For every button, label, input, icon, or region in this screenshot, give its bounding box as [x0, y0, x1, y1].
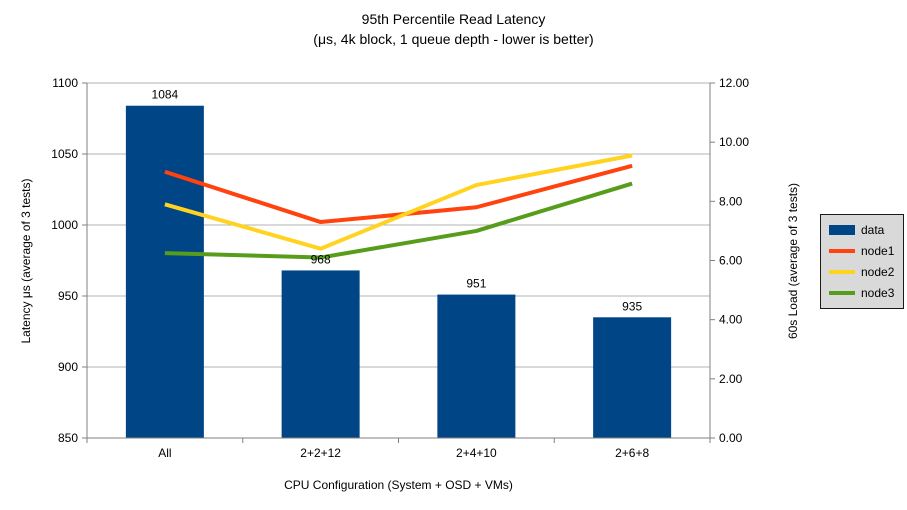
legend-label-node2: node2 — [861, 265, 895, 279]
bar-data-2+6+8 — [593, 317, 672, 438]
legend-label-data: data — [861, 223, 885, 237]
legend-item-data: data — [829, 223, 894, 237]
chart-title-block: 95th Percentile Read Latency (μs, 4k blo… — [0, 9, 907, 49]
y-right-tick-label: 12.00 — [719, 76, 749, 90]
y-right-tick-label: 2.00 — [719, 372, 743, 386]
x-category-label: All — [158, 446, 171, 460]
legend-swatch-node3 — [829, 291, 855, 295]
data-label-data: 951 — [466, 277, 486, 291]
y-left-tick-label: 1050 — [51, 147, 78, 161]
legend-label-node3: node3 — [861, 286, 895, 300]
y-right-tick-label: 4.00 — [719, 313, 743, 327]
y-right-tick-label: 8.00 — [719, 194, 743, 208]
data-label-data: 968 — [311, 252, 331, 266]
y-left-tick-label: 1000 — [51, 218, 78, 232]
chart-subtitle: (μs, 4k block, 1 queue depth - lower is … — [313, 31, 594, 47]
legend: data node1 node2 node3 — [820, 214, 905, 309]
x-category-label: 2+2+12 — [300, 446, 341, 460]
legend-label-node1: node1 — [861, 244, 895, 258]
bar-data-2+4+10 — [437, 294, 516, 438]
y-left-tick-label: 850 — [58, 431, 78, 445]
line-node3 — [164, 181, 633, 260]
y-right-tick-label: 6.00 — [719, 254, 743, 268]
y-left-tick-label: 1100 — [52, 76, 78, 90]
legend-swatch-node2 — [829, 270, 855, 274]
data-label-data: 1084 — [152, 88, 179, 102]
x-category-label: 2+6+8 — [615, 446, 649, 460]
data-label-data: 935 — [622, 299, 642, 313]
y-left-tick-label: 950 — [58, 289, 78, 303]
legend-swatch-data — [829, 225, 855, 235]
y-axis-right-title: 60s Load (average of 3 tests) — [786, 182, 800, 340]
bar-data-2+2+12 — [281, 270, 360, 438]
y-left-tick-label: 900 — [58, 360, 78, 374]
x-category-label: 2+4+10 — [456, 446, 497, 460]
legend-swatch-node1 — [829, 249, 855, 253]
line-node2 — [164, 153, 633, 251]
y-right-tick-label: 0.00 — [719, 431, 743, 445]
y-right-tick-label: 10.00 — [719, 135, 749, 149]
bar-data-All — [125, 105, 204, 438]
x-axis-title: CPU Configuration (System + OSD + VMs) — [284, 478, 513, 492]
chart-title: 95th Percentile Read Latency — [361, 11, 546, 27]
line-node1 — [164, 163, 633, 225]
legend-item-node3: node3 — [829, 286, 894, 300]
y-axis-left-title: Latency μs (average of 3 tests) — [19, 178, 33, 344]
legend-item-node1: node1 — [829, 244, 894, 258]
legend-item-node2: node2 — [829, 265, 894, 279]
